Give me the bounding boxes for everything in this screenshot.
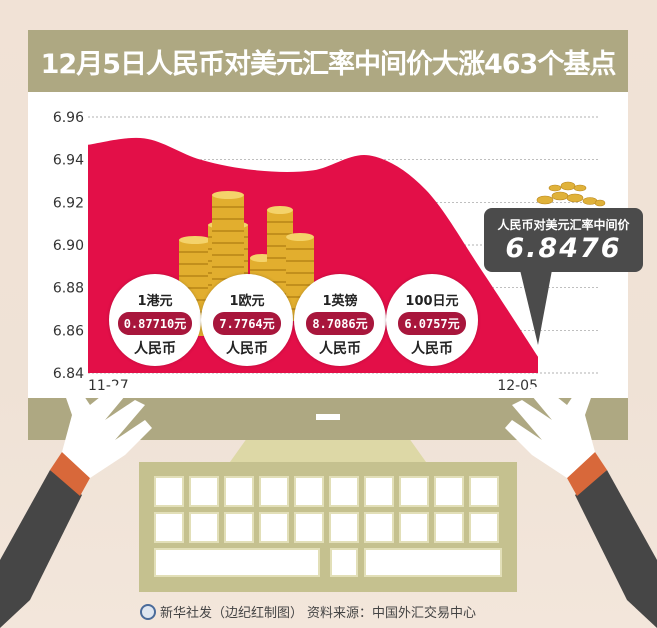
keyboard-key <box>224 476 254 507</box>
keyboard-key <box>329 476 359 507</box>
keyboard-key <box>469 512 499 543</box>
monitor-stand <box>230 440 426 462</box>
currency-rate: 6.0757元 <box>398 312 466 335</box>
keyboard <box>139 462 517 592</box>
title-bar: 12月5日人民币对美元汇率中间价大涨463个基点 <box>28 30 628 92</box>
keyboard-key <box>259 476 289 507</box>
keyboard-key <box>224 512 254 543</box>
y-tick-label: 6.94 <box>53 153 84 169</box>
y-tick-label: 6.90 <box>53 238 84 254</box>
currency-bubble: 1欧元 7.7764元 人民币 <box>201 274 293 366</box>
keyboard-key <box>434 512 464 543</box>
keyboard-key <box>364 476 394 507</box>
keyboard-key <box>364 512 394 543</box>
keyboard-key <box>189 476 219 507</box>
currency-unit: 1欧元 <box>229 294 265 309</box>
y-tick-label: 6.86 <box>53 323 84 339</box>
left-hand-icon <box>0 385 152 628</box>
y-tick-label: 6.96 <box>53 110 84 126</box>
keyboard-key <box>154 512 184 543</box>
keyboard-key <box>399 512 429 543</box>
callout-value: 6.8476 <box>505 233 622 264</box>
keyboard-key <box>154 476 184 507</box>
keyboard-key <box>399 476 429 507</box>
keyboard-key <box>364 548 502 577</box>
footer: 新华社发（边纪红制图） 资料来源：中国外汇交易中心 <box>140 602 476 621</box>
currency-bubble: 100日元 6.0757元 人民币 <box>386 274 478 366</box>
footer-credit: 新华社发（边纪红制图） <box>160 606 304 621</box>
y-tick-label: 6.84 <box>53 366 84 382</box>
keyboard-key <box>294 476 324 507</box>
y-tick-label: 6.92 <box>53 195 84 211</box>
currency-unit: 1英镑 <box>322 294 358 309</box>
currency-rate: 8.7086元 <box>306 312 374 335</box>
right-hand-icon <box>505 385 657 628</box>
currency-rate: 7.7764元 <box>213 312 281 335</box>
coin-pile-icon <box>536 181 606 207</box>
currency-rate: 0.87710元 <box>117 312 193 335</box>
keyboard-key <box>329 512 359 543</box>
currency-target: 人民币 <box>411 341 453 357</box>
currency-unit: 100日元 <box>405 294 459 309</box>
y-tick-label: 6.88 <box>53 281 84 297</box>
currency-unit: 1港元 <box>137 294 173 309</box>
keyboard-key <box>189 512 219 543</box>
xinhua-logo-icon <box>140 603 156 620</box>
keyboard-key <box>434 476 464 507</box>
latest-rate-callout: 人民币对美元汇率中间价 6.8476 <box>484 208 643 272</box>
page-title: 12月5日人民币对美元汇率中间价大涨463个基点 <box>40 48 617 80</box>
keyboard-key <box>294 512 324 543</box>
currency-target: 人民币 <box>319 341 361 357</box>
keyboard-key <box>330 548 358 577</box>
keyboard-key <box>469 476 499 507</box>
callout-pointer <box>520 270 552 345</box>
currency-target: 人民币 <box>226 341 268 357</box>
keyboard-key <box>259 512 289 543</box>
currency-target: 人民币 <box>134 341 176 357</box>
currency-bubble: 1英镑 8.7086元 人民币 <box>294 274 386 366</box>
monitor-logo-mark <box>316 414 340 420</box>
callout-label: 人民币对美元汇率中间价 <box>497 218 630 232</box>
keyboard-key <box>154 548 320 577</box>
currency-bubble: 1港元 0.87710元 人民币 <box>109 274 201 366</box>
footer-source: 资料来源：中国外汇交易中心 <box>307 606 477 621</box>
